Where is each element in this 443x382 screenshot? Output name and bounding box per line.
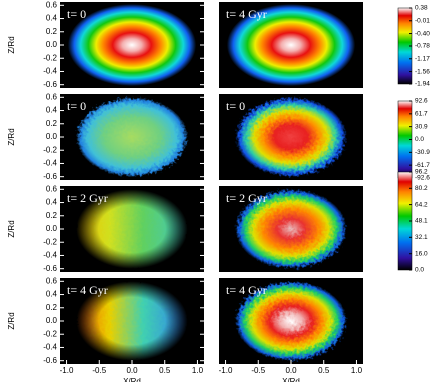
panel-title: t= 2 Gyr <box>226 191 267 205</box>
y-tick-label: 0.4 <box>46 14 58 23</box>
y-axis-label: Z/Rd <box>7 220 16 237</box>
colorbar-tick-label: -61.7 <box>415 162 430 169</box>
heatmap <box>76 97 188 177</box>
panel-title: t= 2 Gyr <box>67 191 108 205</box>
colorbar-tick-label: 0.0 <box>415 267 424 274</box>
colorbar-tick-label: 0.0 <box>415 136 424 143</box>
y-tick-label: -0.2 <box>43 145 57 154</box>
y-tick-label: 0.4 <box>46 106 58 115</box>
heatmap <box>235 97 347 177</box>
x-tick-label: 0.0 <box>126 366 138 375</box>
panel-title: t= 4 Gyr <box>226 7 267 21</box>
panel-title: t= 0 <box>67 99 86 113</box>
colorbar-tick-label: 96.2 <box>415 169 428 176</box>
colorbar-tick-label: 32.1 <box>415 234 428 241</box>
panel-title: t= 0 <box>67 7 86 21</box>
y-tick-label: -0.4 <box>43 67 57 76</box>
y-tick-label: -0.6 <box>43 172 57 181</box>
density-blob <box>226 3 356 87</box>
y-tick-label: -0.6 <box>43 80 57 89</box>
heatmap <box>76 281 188 361</box>
heatmap <box>235 189 347 269</box>
y-tick-label: 0.2 <box>46 27 58 36</box>
x-tick-label: -0.5 <box>92 366 106 375</box>
y-tick-label: 0.2 <box>46 303 58 312</box>
density-blob <box>76 189 188 269</box>
panel-title: t= 4 Gyr <box>226 283 267 297</box>
y-tick-label: -0.6 <box>43 264 57 273</box>
y-tick-label: -0.2 <box>43 237 57 246</box>
x-tick-label: 0.5 <box>159 366 171 375</box>
colorbar-tick-label: 48.1 <box>415 218 428 225</box>
x-tick-label: 0.0 <box>285 366 297 375</box>
heatmap <box>226 3 356 87</box>
y-tick-label: 0.2 <box>46 211 58 220</box>
colorbar-tick-label: -1.17 <box>415 55 430 62</box>
colorbar-tick-label: 16.0 <box>415 250 428 257</box>
x-tick-label: -1.0 <box>60 366 74 375</box>
colorbar-tick-label: 30.9 <box>415 123 428 130</box>
heatmap <box>235 281 347 361</box>
colorbar-tick-label: 92.6 <box>415 98 428 105</box>
x-tick-label: 0.5 <box>318 366 330 375</box>
y-axis-label: Z/Rd <box>7 312 16 329</box>
panel-title: t= 0 <box>226 99 245 113</box>
colorbar-tick-label: -0.78 <box>415 43 430 50</box>
y-tick-label: 0.0 <box>46 224 58 233</box>
y-tick-label: -0.2 <box>43 329 57 338</box>
density-blob <box>235 189 347 269</box>
colorbar-tick-label: -1.56 <box>415 68 430 75</box>
density-blob <box>76 281 188 361</box>
x-tick-label: 1.0 <box>192 366 204 375</box>
colorbar-tick-label: -30.9 <box>415 149 430 156</box>
x-axis-label: X/Rd <box>282 377 300 382</box>
y-tick-label: 0.4 <box>46 290 58 299</box>
heatmap <box>67 3 197 87</box>
y-tick-label: -0.4 <box>43 343 57 352</box>
y-axis-label: Z/Rd <box>7 36 16 53</box>
colorbar-tick-label: 61.7 <box>415 111 428 118</box>
colorbar-tick-label: 64.2 <box>415 201 428 208</box>
y-tick-label: 0.4 <box>46 198 58 207</box>
colorbar-tick-label: -92.6 <box>415 175 430 182</box>
y-axis-label: Z/Rd <box>7 128 16 145</box>
panel-title: t= 4 Gyr <box>67 283 108 297</box>
density-blob <box>76 97 188 177</box>
y-tick-label: 0.0 <box>46 316 58 325</box>
y-tick-label: 0.6 <box>46 276 58 285</box>
y-tick-label: 0.6 <box>46 0 58 9</box>
y-tick-label: -0.4 <box>43 159 57 168</box>
colorbar-tick-label: 0.38 <box>415 5 428 12</box>
density-blob <box>235 281 347 361</box>
colorbar-tick-label: 80.2 <box>415 185 428 192</box>
y-tick-label: 0.0 <box>46 132 58 141</box>
y-tick-label: 0.6 <box>46 92 58 101</box>
x-tick-label: -0.5 <box>251 366 265 375</box>
y-tick-label: -0.4 <box>43 251 57 260</box>
y-tick-label: 0.0 <box>46 40 58 49</box>
density-blob <box>235 97 347 177</box>
colorbar-tick-label: -0.40 <box>415 30 430 37</box>
x-axis-label: X/Rd <box>123 377 141 382</box>
x-tick-label: 1.0 <box>351 366 363 375</box>
y-tick-label: 0.6 <box>46 184 58 193</box>
y-tick-label: 0.2 <box>46 119 58 128</box>
colorbar-tick-label: -1.94 <box>415 81 430 88</box>
colorbar-tick-label: -0.01 <box>415 17 430 24</box>
x-tick-label: -1.0 <box>219 366 233 375</box>
y-tick-label: -0.6 <box>43 356 57 365</box>
heatmap <box>76 189 188 269</box>
y-tick-label: -0.2 <box>43 53 57 62</box>
density-blob <box>67 3 197 87</box>
